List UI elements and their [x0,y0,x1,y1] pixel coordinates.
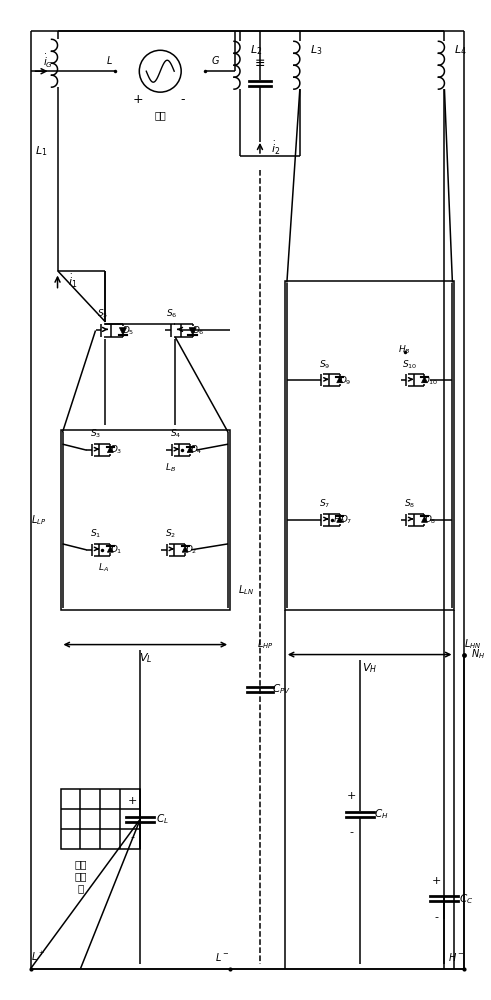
Text: $S_6$: $S_6$ [166,308,178,320]
Text: $\dot{i}_2$: $\dot{i}_2$ [271,139,280,157]
Text: $L_{HP}$: $L_{HP}$ [257,638,273,651]
Polygon shape [187,447,193,453]
Text: $D_2$: $D_2$ [185,544,197,556]
Text: -: - [180,93,185,106]
Polygon shape [421,377,428,383]
Text: +: + [133,93,143,106]
Text: 电网: 电网 [154,110,166,120]
Text: $D_6$: $D_6$ [192,324,205,337]
Text: 电池: 电池 [74,871,87,881]
Text: $C_{PV}$: $C_{PV}$ [273,683,291,696]
Text: $H_A$: $H_A$ [333,514,346,526]
Text: $H_B$: $H_B$ [398,343,411,356]
Text: $N_H$: $N_H$ [471,648,486,661]
Text: +: + [347,791,356,801]
Text: $C_C$: $C_C$ [459,892,473,906]
Text: $S_{10}$: $S_{10}$ [402,358,417,371]
Text: -: - [435,912,438,922]
Text: $D_9$: $D_9$ [339,374,352,387]
Text: +: + [128,796,137,806]
Polygon shape [337,516,343,522]
Text: $L^+$: $L^+$ [31,950,46,963]
Text: $D_{10}$: $D_{10}$ [422,374,439,387]
Text: 板: 板 [78,883,83,893]
Bar [60,789,140,849]
Text: $V_L$: $V_L$ [138,652,152,665]
Text: $L_3$: $L_3$ [310,43,322,57]
Text: $L_B$: $L_B$ [164,462,176,474]
Text: -: - [350,827,354,837]
Text: $S_1$: $S_1$ [90,528,101,540]
Text: $D_4$: $D_4$ [190,444,202,456]
Bar [60,430,230,610]
Text: $C_H$: $C_H$ [374,807,389,821]
Text: $S_2$: $S_2$ [164,528,176,540]
Text: $L_{LN}$: $L_{LN}$ [238,583,254,597]
Text: $S_4$: $S_4$ [169,428,181,440]
Polygon shape [182,546,188,552]
Polygon shape [108,546,113,552]
Text: $S_7$: $S_7$ [319,498,330,510]
Text: $S_5$: $S_5$ [97,308,108,320]
Text: 光伏: 光伏 [74,859,87,869]
Text: $\dot{i}_G$: $\dot{i}_G$ [43,53,54,70]
Text: $V_H$: $V_H$ [362,662,377,675]
Text: $L_2$: $L_2$ [250,43,262,57]
Text: $D_1$: $D_1$ [110,544,123,556]
Polygon shape [119,328,127,335]
Polygon shape [337,377,343,383]
Text: $L_1$: $L_1$ [35,144,48,158]
Text: $S_9$: $S_9$ [319,358,330,371]
Text: -: - [130,832,135,842]
Text: +: + [432,876,441,886]
Polygon shape [189,328,196,335]
Text: $S_3$: $S_3$ [90,428,101,440]
Text: $L_{HN}$: $L_{HN}$ [464,638,481,651]
Text: ≡: ≡ [255,57,265,70]
Text: $D_7$: $D_7$ [339,514,352,526]
Text: $L_A$: $L_A$ [98,562,109,574]
Text: $L^-$: $L^-$ [215,951,229,963]
Text: $S_8$: $S_8$ [404,498,415,510]
Text: $D_3$: $D_3$ [110,444,123,456]
Polygon shape [421,516,428,522]
Text: $L_4$: $L_4$ [454,43,467,57]
Text: G: G [211,56,219,66]
Polygon shape [108,447,113,453]
Text: $C_L$: $C_L$ [156,812,169,826]
Text: $D_8$: $D_8$ [424,514,436,526]
Bar [285,281,454,610]
Text: $L_{LP}$: $L_{LP}$ [31,513,47,527]
Text: $D_5$: $D_5$ [122,324,135,337]
Text: $H^-$: $H^-$ [448,951,464,963]
Text: $\dot{i}_1$: $\dot{i}_1$ [68,273,77,290]
Text: L: L [107,56,112,66]
